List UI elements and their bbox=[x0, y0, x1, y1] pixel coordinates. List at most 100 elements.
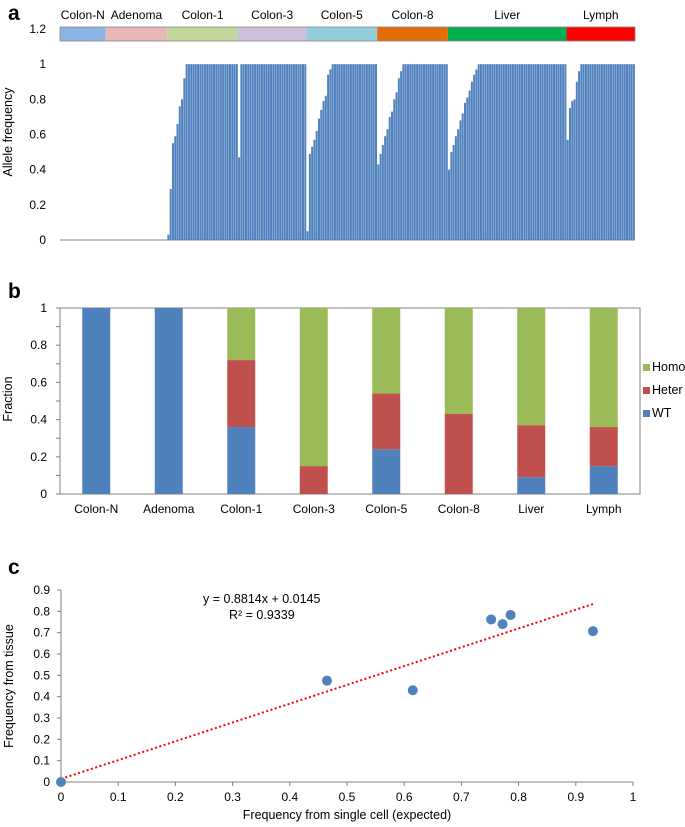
allele-frequency-bar bbox=[381, 145, 384, 240]
allele-frequency-bar bbox=[306, 231, 309, 240]
group-name-label: Adenoma bbox=[111, 8, 163, 22]
allele-frequency-bar bbox=[630, 64, 633, 241]
allele-frequency-bar bbox=[406, 64, 409, 241]
stacked-bar-wt bbox=[227, 427, 256, 494]
allele-frequency-bar bbox=[505, 64, 508, 241]
allele-frequency-bar bbox=[311, 146, 314, 240]
panel-a-y-tick-label: 0.4 bbox=[29, 163, 46, 177]
legend-label-wt: WT bbox=[652, 406, 672, 420]
panel-b-y-tick-label: 0.8 bbox=[30, 338, 47, 352]
panel-a-y-axis-title: Allele frequency bbox=[1, 87, 15, 177]
allele-frequency-bar bbox=[244, 64, 247, 241]
panel-b-y-tick-label: 0.6 bbox=[30, 375, 47, 389]
allele-frequency-bar bbox=[484, 64, 487, 241]
allele-frequency-bar bbox=[628, 64, 631, 241]
allele-frequency-bar bbox=[224, 64, 227, 241]
allele-frequency-bar bbox=[379, 153, 382, 240]
allele-frequency-bar bbox=[354, 64, 357, 241]
allele-frequency-bar bbox=[552, 64, 555, 241]
panel-c-x-tick-label: 0.8 bbox=[510, 790, 527, 804]
allele-frequency-bar bbox=[493, 64, 496, 241]
allele-frequency-bar bbox=[288, 64, 291, 241]
allele-frequency-bar bbox=[400, 71, 403, 240]
allele-frequency-bar bbox=[550, 64, 553, 241]
allele-frequency-bar bbox=[468, 90, 471, 241]
allele-frequency-bar bbox=[475, 69, 478, 240]
allele-frequency-bar bbox=[498, 64, 501, 241]
allele-frequency-bar bbox=[361, 64, 364, 241]
allele-frequency-bar bbox=[457, 129, 460, 240]
scatter-point bbox=[486, 614, 497, 625]
group-color-band bbox=[167, 27, 238, 41]
allele-frequency-bar bbox=[539, 64, 542, 241]
allele-frequency-bar bbox=[605, 64, 608, 241]
allele-frequency-bar bbox=[434, 64, 437, 241]
group-name-label: Colon-8 bbox=[392, 8, 434, 22]
panel-c-y-tick-label: 0.7 bbox=[33, 626, 50, 640]
allele-frequency-bar bbox=[491, 64, 494, 241]
allele-frequency-bar bbox=[270, 64, 273, 241]
panel-c-y-tick-label: 0.4 bbox=[33, 690, 50, 704]
allele-frequency-bar bbox=[194, 64, 197, 241]
group-name-label: Colon-1 bbox=[182, 8, 224, 22]
allele-frequency-bar bbox=[363, 64, 366, 241]
allele-frequency-bar bbox=[596, 64, 599, 241]
panel-c-x-tick-label: 0.6 bbox=[396, 790, 413, 804]
legend-label-homo: Homo bbox=[652, 360, 685, 374]
panel-b-y-tick-label: 0.4 bbox=[30, 413, 47, 427]
allele-frequency-bar bbox=[582, 64, 585, 241]
panel-a-allele-frequency-chart: Allele frequency 0 0.2 0.4 0.6 0.8 1 1.2 Colon… bbox=[1, 8, 636, 247]
scatter-point bbox=[497, 619, 508, 630]
allele-frequency-bar bbox=[197, 64, 200, 241]
stacked-bar-wt bbox=[372, 449, 401, 494]
stacked-bar-wt bbox=[82, 308, 111, 494]
group-color-band bbox=[105, 27, 168, 41]
allele-frequency-bar bbox=[329, 69, 332, 240]
allele-frequency-bar bbox=[238, 157, 241, 240]
allele-frequency-bar bbox=[420, 64, 423, 241]
allele-frequency-bar bbox=[313, 139, 316, 240]
allele-frequency-bar bbox=[432, 64, 435, 241]
legend-label-heter: Heter bbox=[652, 383, 683, 397]
allele-frequency-bar bbox=[495, 64, 498, 241]
group-color-band bbox=[237, 27, 307, 41]
allele-frequency-bar bbox=[473, 74, 476, 240]
allele-frequency-bar bbox=[489, 64, 492, 241]
legend-swatch-homo bbox=[643, 364, 650, 371]
trendline-r-squared: R² = 0.9339 bbox=[229, 608, 295, 622]
allele-frequency-bar bbox=[178, 106, 181, 240]
stacked-bar-wt bbox=[589, 466, 618, 494]
allele-frequency-bar bbox=[436, 64, 439, 241]
panel-c-y-tick-label: 0.6 bbox=[33, 647, 50, 661]
group-band-frame bbox=[59, 26, 636, 42]
allele-frequency-bar bbox=[190, 64, 193, 241]
allele-frequency-bar bbox=[279, 64, 282, 241]
panel-b-x-tick-label: Lymph bbox=[586, 502, 622, 516]
panel-a-y-tick-label: 0 bbox=[39, 233, 46, 247]
stacked-bar-heter bbox=[372, 393, 401, 450]
allele-frequency-bar bbox=[450, 152, 453, 240]
allele-frequency-bar bbox=[470, 81, 473, 240]
allele-frequency-bar bbox=[174, 136, 177, 240]
allele-frequency-bar bbox=[610, 64, 613, 241]
stacked-bar-heter bbox=[299, 466, 328, 494]
allele-frequency-bar bbox=[286, 64, 289, 241]
allele-frequency-bar bbox=[290, 64, 293, 241]
allele-frequency-bar bbox=[527, 64, 530, 241]
allele-frequency-bar bbox=[448, 169, 451, 240]
allele-frequency-bar bbox=[336, 64, 339, 241]
panel-c-scatter-chart: Frequency from tissue Frequency from sin… bbox=[2, 583, 637, 822]
allele-frequency-bar bbox=[386, 129, 389, 240]
panel-c-x-tick-label: 1 bbox=[630, 790, 637, 804]
allele-frequency-bar bbox=[171, 143, 174, 240]
stacked-bar-heter bbox=[517, 425, 546, 478]
allele-frequency-bar bbox=[345, 64, 348, 241]
allele-frequency-bar bbox=[272, 64, 275, 241]
allele-frequency-bar bbox=[452, 145, 455, 240]
allele-frequency-bar bbox=[349, 64, 352, 241]
scatter-point bbox=[407, 685, 418, 696]
scatter-point bbox=[505, 609, 516, 620]
allele-frequency-bar bbox=[324, 95, 327, 240]
allele-frequency-bar bbox=[461, 113, 464, 240]
panel-c-x-tick-label: 0.3 bbox=[224, 790, 241, 804]
